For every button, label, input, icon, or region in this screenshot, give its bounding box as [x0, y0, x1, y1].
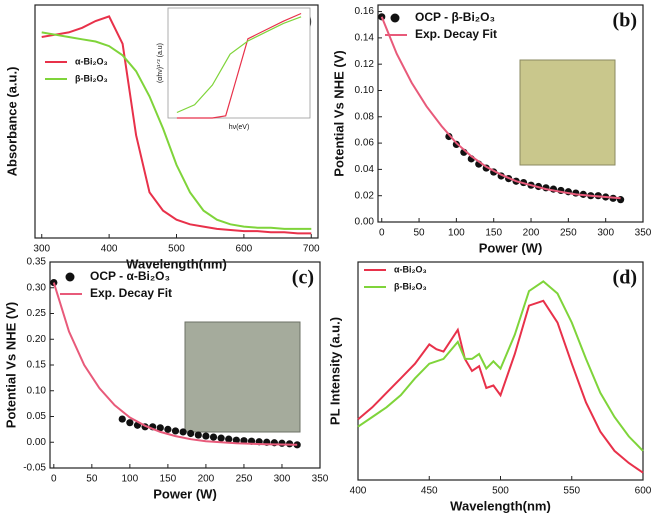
- x-tick-label: 300: [33, 244, 50, 255]
- x-axis-label: Wavelength(nm): [126, 256, 227, 271]
- x-tick-label: 50: [86, 474, 98, 485]
- data-point: [156, 424, 164, 432]
- data-point: [209, 433, 218, 441]
- photo: [184, 321, 301, 433]
- legend-label: α-Bi₂O₃: [75, 56, 108, 66]
- x-tick-label: 250: [236, 474, 253, 485]
- data-point: [202, 432, 210, 440]
- y-tick-label: 0.08: [355, 111, 375, 122]
- y-axis-label: (αhν)¹ᐟ² (a.u): [157, 43, 164, 83]
- data-point: [171, 427, 180, 435]
- x-tick-label: 700: [303, 244, 320, 255]
- x-tick-label: 200: [198, 474, 215, 485]
- data-line: [41, 31, 312, 230]
- x-axis-label: hν(eV): [229, 124, 250, 131]
- x-tick-label: 600: [236, 244, 253, 255]
- y-tick-label: 0.10: [27, 385, 47, 396]
- y-tick-label: 0.15: [27, 360, 47, 371]
- x-axis-label: Power (W): [153, 486, 217, 501]
- y-tick-label: 0.30: [27, 282, 47, 293]
- y-tick-label: 0.14: [355, 33, 375, 44]
- y-axis-label: Absorbance (a.u.): [4, 67, 19, 177]
- y-tick-label: 0.02: [355, 190, 375, 201]
- panel-label: (b): [613, 10, 637, 32]
- legend-marker: [390, 13, 400, 23]
- data-point: [217, 434, 225, 442]
- x-tick-label: 200: [523, 228, 540, 239]
- x-tick-label: 150: [160, 474, 177, 485]
- x-tick-label: 600: [635, 486, 652, 497]
- x-tick-label: 400: [350, 486, 367, 497]
- y-tick-label: 0.20: [27, 334, 47, 345]
- plot-frame: [377, 4, 644, 223]
- x-tick-label: 550: [563, 486, 580, 497]
- legend-label: α-Bi₂O₃: [394, 264, 427, 274]
- data-point: [118, 415, 126, 423]
- data-line: [357, 299, 644, 474]
- legend-label: Exp. Decay Fit: [415, 27, 497, 41]
- x-axis-label: Wavelength(nm): [450, 498, 551, 513]
- y-axis-label: Potential Vs NHE (V): [331, 50, 346, 176]
- data-point: [126, 419, 134, 427]
- panel-label: (c): [292, 267, 314, 289]
- x-tick-label: 50: [413, 228, 425, 239]
- plot-frame: [167, 7, 311, 119]
- photo: [519, 59, 616, 166]
- legend-label: OCP - α-Bi₂O₃: [90, 269, 170, 283]
- panel-label: (d): [613, 267, 637, 289]
- y-axis-label: Potential Vs NHE (V): [3, 302, 18, 428]
- x-tick-label: 250: [560, 228, 577, 239]
- legend-label: β-Bi₂O₃: [75, 73, 108, 83]
- data-point: [164, 425, 172, 433]
- y-axis-label: PL Intensity (a.u.): [327, 317, 342, 425]
- x-tick-label: 300: [597, 228, 614, 239]
- x-tick-label: 350: [635, 228, 652, 239]
- y-tick-label: 0.00: [27, 437, 47, 448]
- x-tick-label: 150: [485, 228, 502, 239]
- data-point: [232, 436, 240, 444]
- x-tick-label: 100: [122, 474, 139, 485]
- legend-label: OCP - β-Bi₂O₃: [415, 10, 495, 24]
- x-axis-label: Power (W): [479, 240, 543, 255]
- x-tick-label: 100: [448, 228, 465, 239]
- x-tick-label: 0: [51, 474, 57, 485]
- legend-marker: [65, 272, 75, 282]
- y-tick-label: 0.35: [27, 257, 47, 268]
- data-line: [176, 16, 302, 114]
- y-tick-label: 0.00: [355, 217, 375, 228]
- x-tick-label: 350: [312, 474, 329, 485]
- y-tick-label: 0.06: [355, 138, 375, 149]
- legend-label: Exp. Decay Fit: [90, 286, 172, 300]
- x-tick-label: 500: [168, 244, 185, 255]
- x-tick-label: 450: [421, 486, 438, 497]
- data-line: [176, 12, 302, 119]
- y-tick-label: 0.10: [355, 85, 375, 96]
- y-tick-label: 0.04: [355, 164, 375, 175]
- x-tick-label: 0: [379, 228, 385, 239]
- y-tick-label: 0.16: [355, 6, 375, 17]
- data-line: [357, 280, 644, 452]
- y-tick-label: 0.05: [27, 411, 47, 422]
- y-tick-label: 0.25: [27, 308, 47, 319]
- data-line: [41, 15, 312, 235]
- data-line: [380, 16, 621, 200]
- data-point: [194, 431, 202, 439]
- legend-label: β-Bi₂O₃: [394, 281, 427, 291]
- y-tick-label: 0.12: [355, 59, 375, 70]
- data-line: [52, 282, 298, 446]
- data-point: [187, 429, 195, 438]
- data-point: [278, 439, 286, 447]
- data-point: [225, 435, 233, 443]
- data-point: [445, 132, 453, 141]
- x-tick-label: 500: [492, 486, 509, 497]
- x-tick-label: 300: [274, 474, 291, 485]
- plot-frame: [357, 261, 644, 481]
- y-tick-label: -0.05: [23, 463, 46, 474]
- data-point: [179, 428, 187, 436]
- x-tick-label: 400: [101, 244, 118, 255]
